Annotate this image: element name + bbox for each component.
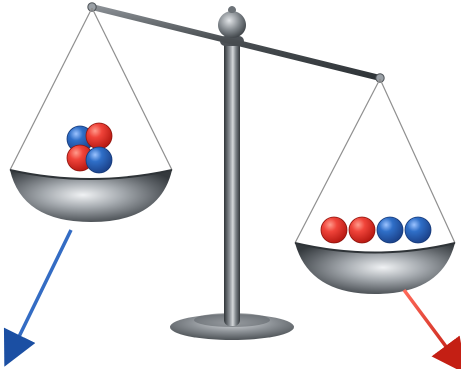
arrow-down-right-icon — [402, 288, 461, 369]
left-pan — [9, 122, 173, 222]
right-sphere-1 — [320, 216, 348, 244]
right-sphere-3 — [376, 216, 404, 244]
left-sphere-2 — [85, 122, 113, 150]
arrow-down-left-icon — [3, 229, 73, 367]
left-pan-strings — [9, 7, 173, 171]
right-sphere-4 — [404, 216, 432, 244]
right-sphere-2 — [348, 216, 376, 244]
right-pan-strings — [294, 78, 456, 244]
pivot-finial-icon — [218, 6, 246, 38]
right-pan — [294, 216, 456, 294]
right-pan-spheres — [320, 216, 432, 244]
left-pan-spheres — [66, 122, 113, 174]
scale-pole — [220, 36, 244, 326]
scale-beam — [87, 2, 385, 83]
left-sphere-4 — [85, 146, 113, 174]
